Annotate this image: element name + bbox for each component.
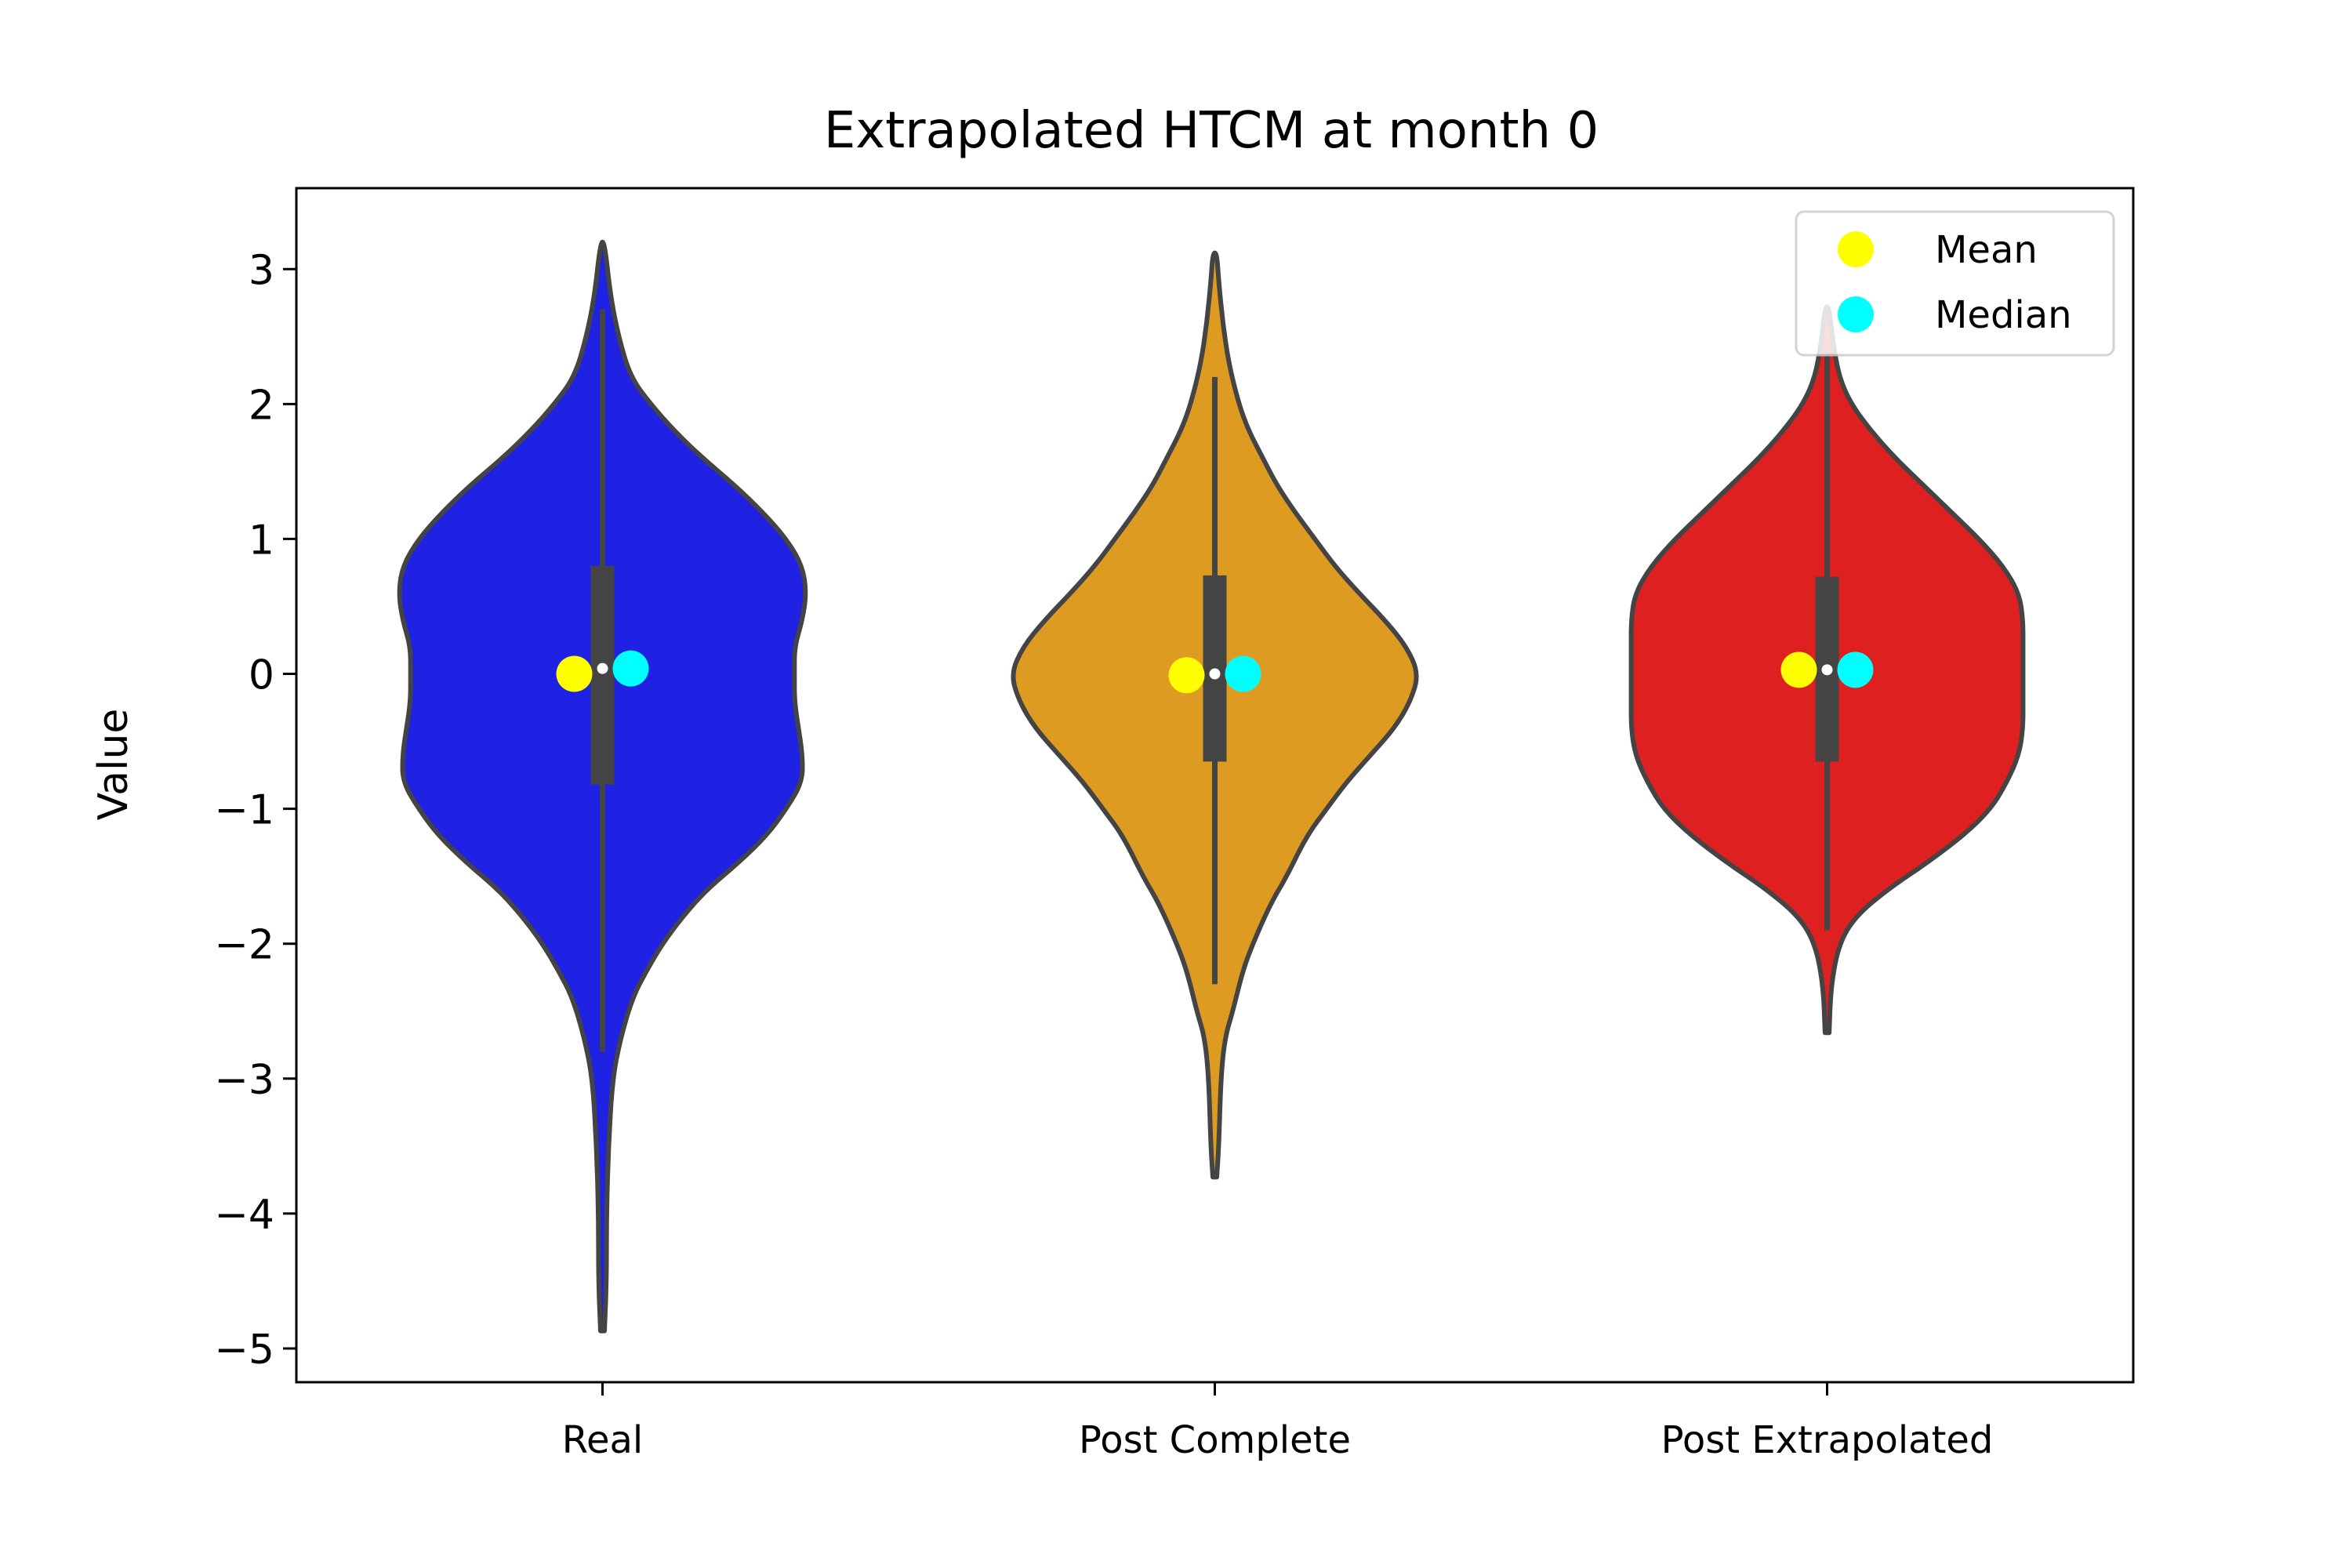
y-tick-label: −3	[214, 1057, 274, 1104]
legend-label-median: Median	[1935, 293, 2072, 337]
chart-title: Extrapolated HTCM at month 0	[824, 102, 1599, 160]
y-axis-label: Value	[90, 709, 137, 821]
x-tick-label: Post Complete	[1079, 1418, 1351, 1462]
y-tick-label: 0	[249, 652, 274, 699]
x-tick-label: Post Extrapolated	[1661, 1418, 1994, 1462]
median-marker-real	[612, 650, 649, 687]
y-tick-label: 2	[249, 382, 274, 429]
y-axis: 3 2 1 0 −1 −2 −3 −4 −5	[214, 247, 296, 1374]
legend-marker-mean	[1838, 231, 1874, 267]
y-tick-label: 3	[249, 247, 274, 294]
legend-marker-median	[1838, 296, 1874, 332]
y-tick-label: −4	[214, 1192, 274, 1239]
median-marker-post-complete	[1225, 655, 1261, 692]
y-tick-label: 1	[249, 517, 274, 564]
legend-label-mean: Mean	[1935, 228, 2038, 272]
mean-marker-real	[556, 655, 593, 692]
median-dot-post-complete	[1209, 668, 1221, 680]
markers-layer	[556, 650, 1874, 694]
x-tick-label: Real	[562, 1418, 643, 1462]
median-dot-post-extrapolated	[1821, 664, 1833, 676]
y-tick-label: −5	[214, 1327, 274, 1374]
y-tick-label: −2	[214, 922, 274, 969]
y-tick-label: −1	[214, 787, 274, 834]
legend-box	[1795, 210, 2115, 357]
median-dot-real	[597, 662, 608, 674]
legend: Mean Median	[1795, 210, 2115, 357]
mean-marker-post-extrapolated	[1780, 652, 1817, 688]
x-axis: Real Post Complete Post Extrapolated	[562, 1382, 1994, 1462]
iqr-box-real	[590, 565, 615, 785]
violins-layer	[397, 239, 2026, 1334]
mean-marker-post-complete	[1168, 657, 1205, 694]
median-marker-post-extrapolated	[1837, 652, 1874, 688]
